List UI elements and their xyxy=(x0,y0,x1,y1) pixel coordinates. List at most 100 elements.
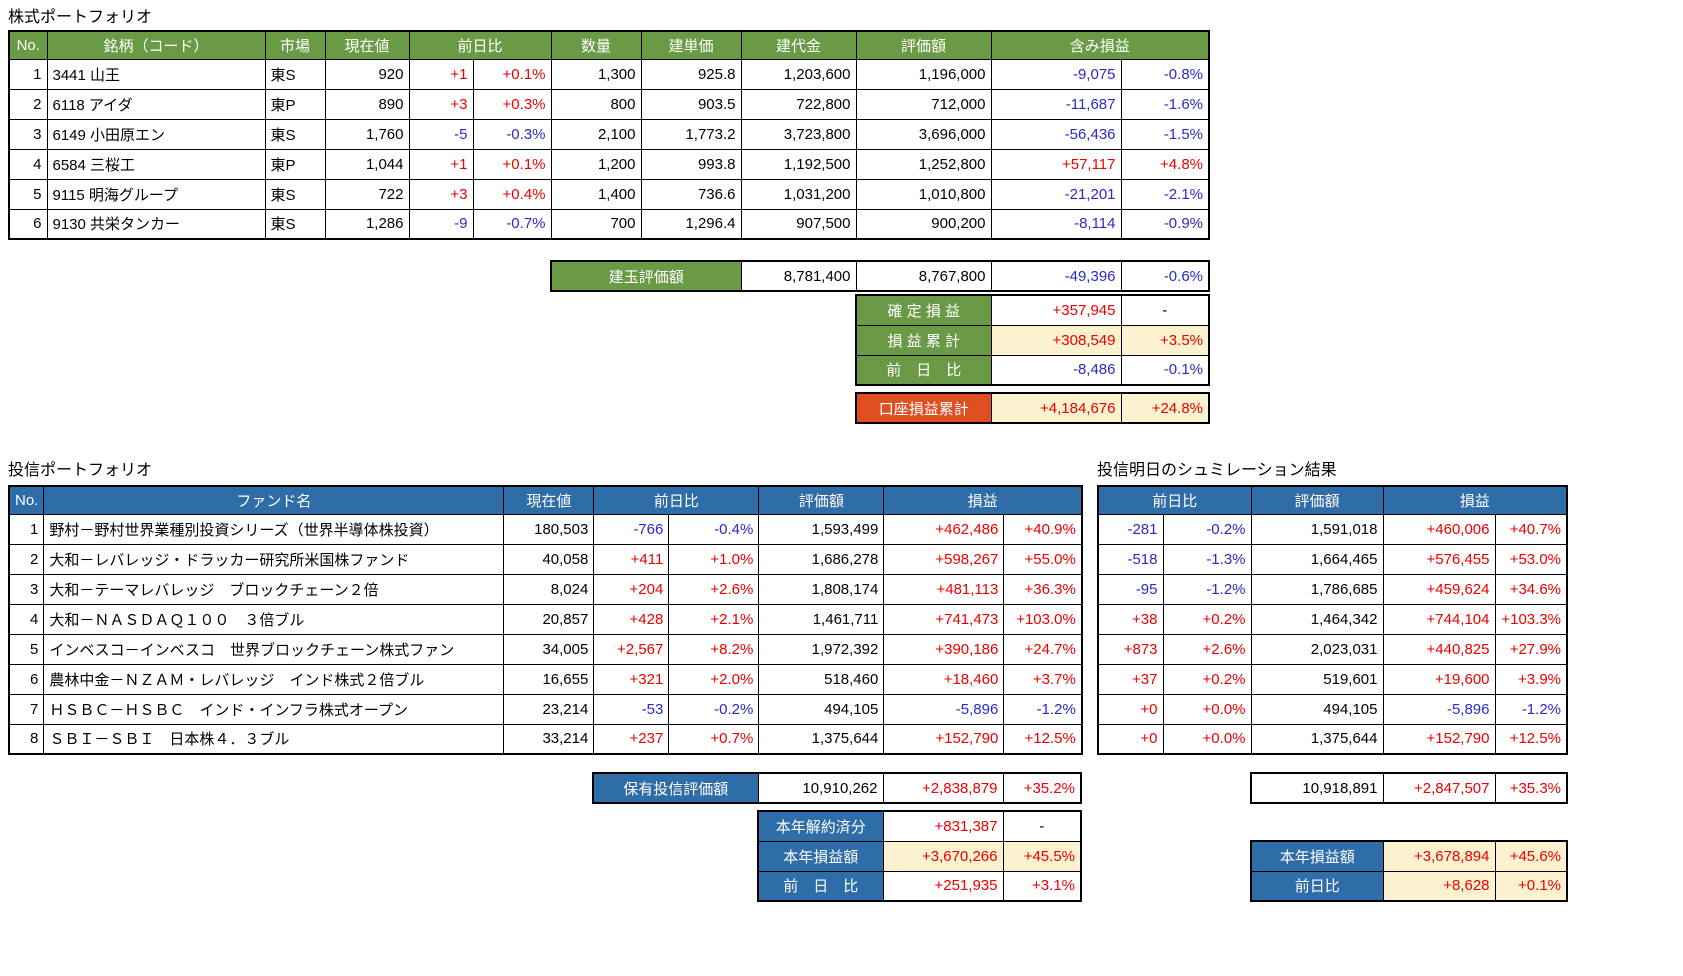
account-total-label[interactable]: 口座損益累計 xyxy=(855,392,992,424)
fund-total-label[interactable]: 前 日 比 xyxy=(757,870,884,902)
fund-cell-value[interactable]: 1,461,711 xyxy=(758,603,885,635)
sim-cell-pl-pct[interactable]: +12.5% xyxy=(1494,723,1568,755)
sim-cell-pl-pct[interactable]: -1.2% xyxy=(1494,693,1568,725)
stock-cell-market[interactable]: 東S xyxy=(264,178,326,210)
stock-cell-value[interactable]: 1,196,000 xyxy=(855,58,992,90)
fund-summary-label[interactable]: 保有投信評価額 xyxy=(592,772,759,804)
stock-cell-price[interactable]: 1,760 xyxy=(324,118,410,150)
fund-cell-pl[interactable]: +18,460 xyxy=(883,663,1005,695)
stock-cell-pl-pct[interactable]: +4.8% xyxy=(1120,148,1210,180)
fund-cell-pl-pct[interactable]: +103.0% xyxy=(1003,603,1083,635)
stock-cell-price[interactable]: 920 xyxy=(324,58,410,90)
fund-total-value[interactable]: +3,670,266 xyxy=(882,840,1004,872)
fund-total-pct[interactable]: +45.5% xyxy=(1002,840,1082,872)
stock-cell-price[interactable]: 722 xyxy=(324,178,410,210)
stock-cell-market[interactable]: 東P xyxy=(264,148,326,180)
sim-cell-pl[interactable]: +19,600 xyxy=(1382,663,1496,695)
fund-cell-day-change[interactable]: +204 xyxy=(593,573,670,605)
fund-col-pl[interactable]: 損益 xyxy=(883,485,1083,515)
fund-cell-price[interactable]: 8,024 xyxy=(503,573,595,605)
sim-cell-value[interactable]: 1,464,342 xyxy=(1250,603,1384,635)
fund-cell-pl[interactable]: +481,113 xyxy=(883,573,1005,605)
sim-cell-day-change-pct[interactable]: +0.0% xyxy=(1162,693,1252,725)
stock-total-label[interactable]: 前 日 比 xyxy=(855,354,992,386)
stock-cell-cost[interactable]: 3,723,800 xyxy=(740,118,857,150)
fund-cell-value[interactable]: 518,460 xyxy=(758,663,885,695)
fund-cell-pl-pct[interactable]: +36.3% xyxy=(1003,573,1083,605)
stock-col-price[interactable]: 現在値 xyxy=(324,30,410,60)
stock-cell-market[interactable]: 東S xyxy=(264,118,326,150)
fund-cell-pl[interactable]: -5,896 xyxy=(883,693,1005,725)
stock-cell-qty[interactable]: 1,400 xyxy=(550,178,642,210)
sim-cell-pl[interactable]: +440,825 xyxy=(1382,633,1496,665)
stock-cell-price[interactable]: 890 xyxy=(324,88,410,120)
fund-cell-day-change-pct[interactable]: +2.1% xyxy=(668,603,760,635)
stock-col-cost[interactable]: 建代金 xyxy=(740,30,857,60)
stock-total-label[interactable]: 損 益 累 計 xyxy=(855,324,992,356)
fund-cell-no[interactable]: 7 xyxy=(8,693,45,725)
stock-cell-no[interactable]: 5 xyxy=(8,178,48,210)
stock-cell-value[interactable]: 712,000 xyxy=(855,88,992,120)
stock-cell-day-change-pct[interactable]: +0.3% xyxy=(472,88,552,120)
sim-cell-day-change[interactable]: +37 xyxy=(1097,663,1164,695)
stock-summary-value[interactable]: 8,767,800 xyxy=(855,260,992,292)
fund-summary-value[interactable]: 10,910,262 xyxy=(757,772,884,804)
stock-cell-pl-pct[interactable]: -0.9% xyxy=(1120,208,1210,240)
fund-cell-day-change[interactable]: +237 xyxy=(593,723,670,755)
simulation-total-value[interactable]: +8,628 xyxy=(1382,870,1496,902)
stock-cell-cost[interactable]: 722,800 xyxy=(740,88,857,120)
fund-total-value[interactable]: +831,387 xyxy=(882,810,1004,842)
fund-summary-pl[interactable]: +2,838,879 xyxy=(882,772,1004,804)
stock-cell-pl[interactable]: -9,075 xyxy=(990,58,1122,90)
stock-summary-pl[interactable]: -49,396 xyxy=(990,260,1122,292)
sim-cell-pl[interactable]: +460,006 xyxy=(1382,513,1496,545)
fund-cell-day-change[interactable]: -53 xyxy=(593,693,670,725)
sim-cell-day-change-pct[interactable]: +2.6% xyxy=(1162,633,1252,665)
stock-cell-day-change[interactable]: +3 xyxy=(408,178,474,210)
fund-cell-name[interactable]: ＳＢＩ－ＳＢＩ 日本株４．３ブル xyxy=(43,723,505,755)
stock-total-label[interactable]: 確 定 損 益 xyxy=(855,294,992,326)
stock-cell-market[interactable]: 東P xyxy=(264,88,326,120)
fund-cell-no[interactable]: 8 xyxy=(8,723,45,755)
fund-cell-pl-pct[interactable]: +24.7% xyxy=(1003,633,1083,665)
sim-cell-day-change[interactable]: +38 xyxy=(1097,603,1164,635)
sim-summary-pl[interactable]: +2,847,507 xyxy=(1382,772,1496,804)
fund-cell-day-change[interactable]: +2,567 xyxy=(593,633,670,665)
fund-cell-day-change-pct[interactable]: +2.6% xyxy=(668,573,760,605)
sim-cell-value[interactable]: 1,591,018 xyxy=(1250,513,1384,545)
sim-cell-value[interactable]: 519,601 xyxy=(1250,663,1384,695)
fund-cell-day-change-pct[interactable]: +0.7% xyxy=(668,723,760,755)
account-total-value[interactable]: +4,184,676 xyxy=(990,392,1122,424)
sim-cell-pl[interactable]: +459,624 xyxy=(1382,573,1496,605)
fund-cell-no[interactable]: 6 xyxy=(8,663,45,695)
sim-cell-pl[interactable]: +576,455 xyxy=(1382,543,1496,575)
fund-cell-price[interactable]: 23,214 xyxy=(503,693,595,725)
sim-cell-pl-pct[interactable]: +27.9% xyxy=(1494,633,1568,665)
fund-cell-no[interactable]: 4 xyxy=(8,603,45,635)
fund-cell-price[interactable]: 16,655 xyxy=(503,663,595,695)
fund-cell-name[interactable]: インベスコ－インベスコ 世界ブロックチェーン株式ファン xyxy=(43,633,505,665)
stock-cell-unit-price[interactable]: 925.8 xyxy=(640,58,742,90)
fund-cell-day-change[interactable]: +428 xyxy=(593,603,670,635)
fund-cell-pl-pct[interactable]: +55.0% xyxy=(1003,543,1083,575)
stock-cell-cost[interactable]: 1,031,200 xyxy=(740,178,857,210)
fund-cell-name[interactable]: 大和－テーマレバレッジ ブロックチェーン２倍 xyxy=(43,573,505,605)
sim-summary-pl-pct[interactable]: +35.3% xyxy=(1494,772,1568,804)
stock-summary-cost[interactable]: 8,781,400 xyxy=(740,260,857,292)
stock-cell-qty[interactable]: 2,100 xyxy=(550,118,642,150)
fund-cell-no[interactable]: 2 xyxy=(8,543,45,575)
fund-cell-no[interactable]: 5 xyxy=(8,633,45,665)
stock-cell-market[interactable]: 東S xyxy=(264,58,326,90)
fund-cell-name[interactable]: ＨＳＢＣ－ＨＳＢＣ インド・インフラ株式オープン xyxy=(43,693,505,725)
fund-cell-day-change[interactable]: -766 xyxy=(593,513,670,545)
stock-cell-pl-pct[interactable]: -1.5% xyxy=(1120,118,1210,150)
fund-cell-price[interactable]: 33,214 xyxy=(503,723,595,755)
fund-cell-name[interactable]: 農林中金－ＮＺＡＭ・レバレッジ インド株式２倍ブル xyxy=(43,663,505,695)
stock-cell-unit-price[interactable]: 903.5 xyxy=(640,88,742,120)
stock-cell-no[interactable]: 6 xyxy=(8,208,48,240)
stock-total-value[interactable]: +357,945 xyxy=(990,294,1122,326)
sim-cell-pl-pct[interactable]: +34.6% xyxy=(1494,573,1568,605)
simulation-total-label[interactable]: 本年損益額 xyxy=(1250,840,1384,872)
account-total-pct[interactable]: +24.8% xyxy=(1120,392,1210,424)
simulation-total-pct[interactable]: +0.1% xyxy=(1494,870,1568,902)
